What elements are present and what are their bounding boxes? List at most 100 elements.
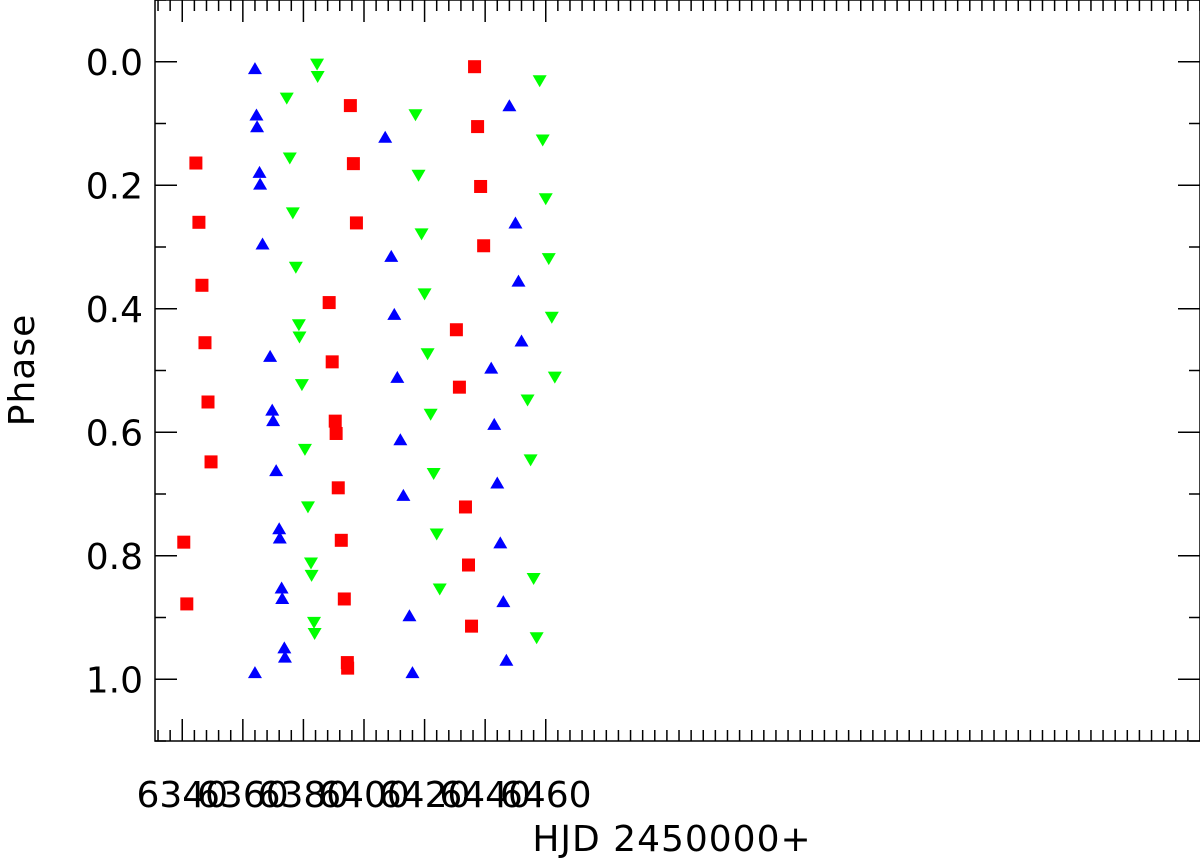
data-point-triangle-down <box>426 468 441 481</box>
data-point-triangle-up <box>274 581 289 594</box>
data-point-triangle-up <box>402 609 417 622</box>
data-point-triangle-up <box>390 370 405 383</box>
data-point-triangle-up <box>272 522 287 535</box>
data-point-square <box>452 380 466 394</box>
data-point-square <box>180 597 194 611</box>
data-point-triangle-down <box>547 371 562 384</box>
data-point-triangle-up <box>490 476 505 489</box>
data-point-triangle-down <box>304 569 319 582</box>
data-point-triangle-down <box>520 394 535 407</box>
data-point-triangle-up <box>514 334 529 347</box>
data-point-square <box>471 120 485 134</box>
y-tick-label: 1.0 <box>86 660 143 701</box>
data-point-triangle-up <box>277 641 292 654</box>
x-tick-label: 6400 <box>318 775 410 816</box>
x-tick-label: 6440 <box>439 775 531 816</box>
data-point-triangle-down <box>420 348 435 361</box>
y-axis-title: Phase <box>2 314 43 427</box>
data-point-triangle-down <box>303 557 318 570</box>
data-point-square <box>177 535 191 549</box>
data-point-triangle-down <box>307 627 322 640</box>
data-point-triangle-down <box>291 319 306 332</box>
data-point-triangle-up <box>378 130 393 143</box>
data-point-triangle-down <box>529 632 544 645</box>
data-point-triangle-up <box>255 237 270 250</box>
data-point-triangle-down <box>285 207 300 220</box>
data-point-square <box>341 661 355 675</box>
data-point-triangle-up <box>247 62 262 75</box>
data-point-square <box>322 296 336 310</box>
data-point-triangle-down <box>423 408 438 421</box>
data-point-triangle-down <box>297 443 312 456</box>
data-point-triangle-up <box>277 650 292 663</box>
data-point-square <box>325 355 339 369</box>
data-point-square <box>468 60 482 74</box>
data-point-square <box>204 455 218 469</box>
data-point-triangle-up <box>393 433 408 446</box>
data-point-triangle-up <box>493 536 508 549</box>
data-point-square <box>334 533 348 547</box>
data-point-square <box>198 336 212 350</box>
data-points <box>177 58 562 679</box>
data-point-square <box>189 156 203 170</box>
data-point-square <box>477 239 491 253</box>
data-point-triangle-down <box>417 288 432 301</box>
x-tick-label: 6360 <box>197 775 289 816</box>
data-point-triangle-up <box>484 361 499 374</box>
data-point-triangle-up <box>269 464 284 477</box>
data-point-triangle-down <box>544 311 559 324</box>
data-point-triangle-up <box>496 595 511 608</box>
data-point-triangle-down <box>282 152 297 165</box>
y-tick-label: 0.4 <box>86 290 143 331</box>
data-point-triangle-down <box>532 75 547 88</box>
data-point-triangle-down <box>541 253 556 266</box>
data-point-triangle-up <box>396 488 411 501</box>
data-point-triangle-up <box>265 403 280 416</box>
data-point-triangle-up <box>250 120 265 133</box>
data-point-square <box>195 278 209 292</box>
data-point-triangle-down <box>538 193 553 206</box>
data-point-triangle-up <box>253 177 268 190</box>
data-point-square <box>328 414 342 428</box>
data-point-square <box>331 481 345 495</box>
data-point-triangle-down <box>300 501 315 514</box>
data-point-triangle-down <box>294 379 309 392</box>
data-point-square <box>349 216 363 230</box>
data-point-triangle-down <box>279 92 294 105</box>
data-point-triangle-up <box>384 249 399 262</box>
data-point-triangle-up <box>502 99 517 112</box>
data-point-triangle-up <box>266 414 281 427</box>
data-point-triangle-up <box>499 653 514 666</box>
data-point-triangle-down <box>288 261 303 274</box>
x-tick-label: 6340 <box>136 775 228 816</box>
data-point-triangle-down <box>310 58 325 71</box>
y-tick-label: 0.8 <box>86 537 143 578</box>
data-point-square <box>462 558 475 572</box>
data-point-triangle-up <box>511 274 526 287</box>
data-point-square <box>329 426 343 440</box>
data-point-square <box>201 395 215 409</box>
data-point-square <box>449 323 463 337</box>
data-point-triangle-down <box>429 528 444 541</box>
x-tick-label: 6420 <box>379 775 471 816</box>
data-point-square <box>458 500 472 514</box>
data-point-triangle-down <box>307 616 322 629</box>
data-point-triangle-down <box>526 572 541 585</box>
data-point-triangle-up <box>272 531 287 544</box>
data-point-triangle-down <box>414 228 429 241</box>
data-point-square <box>474 179 488 193</box>
data-point-square <box>192 215 206 229</box>
data-point-triangle-down <box>535 134 550 147</box>
x-axis-title: HJD 2450000+ <box>532 819 811 859</box>
data-point-triangle-up <box>508 216 523 229</box>
data-point-triangle-up <box>247 666 262 679</box>
y-tick-label: 0.0 <box>86 43 143 84</box>
data-point-triangle-up <box>275 591 290 604</box>
x-tick-label: 6380 <box>258 775 350 816</box>
data-point-triangle-down <box>432 583 447 596</box>
y-tick-label: 0.6 <box>86 413 143 454</box>
data-point-square <box>465 619 479 633</box>
data-point-triangle-up <box>252 165 267 178</box>
